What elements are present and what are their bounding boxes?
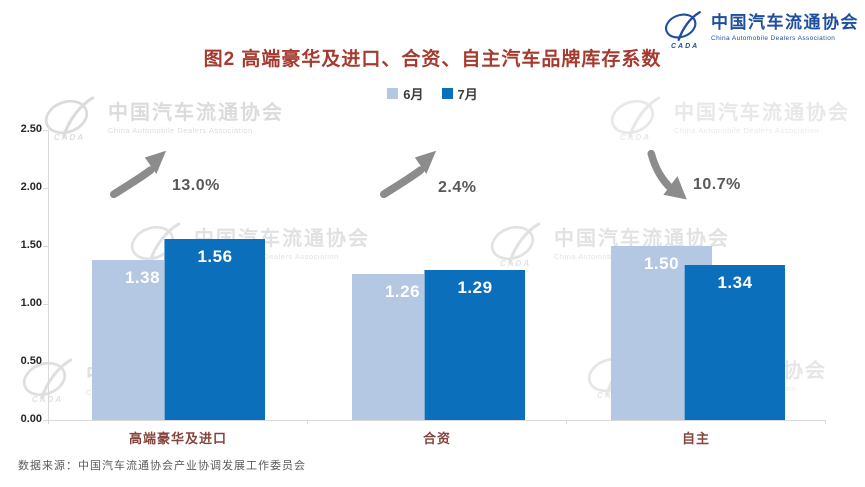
y-tick [43, 246, 48, 247]
watermark-swoosh-icon: CADA [488, 222, 546, 268]
watermark-abbr: CADA [54, 133, 86, 142]
org-logo: CADA 中国汽车流通协会 China Automobile Dealers A… [663, 10, 859, 50]
watermark-zh: 中国汽车流通协会 [108, 102, 284, 124]
bar-value-label: 1.29 [457, 278, 493, 297]
logo-org-name-en: China Automobile Dealers Association [711, 34, 836, 42]
legend-swatch-june [387, 88, 399, 99]
legend-label-june: 6月 [403, 87, 424, 102]
change-pct-luxury-import: 13.0% [172, 177, 220, 194]
legend-label-july: 7月 [457, 87, 478, 102]
logo-text: 中国汽车流通协会 China Automobile Dealers Associ… [711, 10, 859, 42]
legend-item-july: 7月 [441, 84, 478, 103]
chart-legend: 6月 7月 [0, 84, 865, 103]
logo-org-name-zh: 中国汽车流通协会 [711, 13, 859, 32]
data-source-note: 数据来源：中国汽车流通协会产业协调发展工作委员会 [18, 460, 306, 472]
y-tick-label: 2.50 [20, 123, 42, 135]
bar-july-domestic: 1.34 [684, 265, 785, 420]
y-tick [43, 304, 48, 305]
y-tick [43, 130, 48, 131]
bar-value-label: 1.50 [643, 254, 680, 273]
legend-item-june: 6月 [387, 84, 424, 103]
change-pct-domestic: 10.7% [693, 176, 741, 193]
up-arrow-icon [110, 148, 168, 203]
change-pct-joint-venture: 2.4% [438, 179, 477, 196]
bar-july-joint-venture: 1.29 [424, 270, 525, 420]
y-tick [43, 420, 48, 421]
watermark-en: China Automobile Dealers Association [674, 126, 819, 135]
category-label-joint-venture: 合资 [422, 431, 452, 446]
y-tick [43, 362, 48, 363]
y-tick-label: 1.50 [20, 239, 42, 251]
category-label-luxury-import: 高端豪华及进口 [128, 431, 228, 446]
y-axis-line [48, 130, 49, 420]
bar-value-label: 1.34 [717, 273, 753, 292]
watermark-zh: 中国汽车流通协会 [674, 102, 850, 124]
chart-title: 图2 高端豪华及进口、合资、自主汽车品牌库存系数 [203, 49, 662, 70]
down-arrow-icon [640, 149, 698, 209]
y-tick-label: 2.00 [20, 181, 42, 193]
bar-value-label: 1.56 [197, 247, 233, 266]
bar-value-label: 1.38 [124, 268, 161, 287]
legend-swatch-july [441, 88, 453, 99]
x-tick [566, 420, 567, 424]
y-tick [43, 188, 48, 189]
x-tick [48, 420, 49, 424]
y-tick-label: 0.50 [20, 355, 42, 367]
watermark-en: China Automobile Dealers Association [108, 126, 253, 135]
cada-swoosh-icon: CADA [663, 10, 705, 50]
logo-abbr-text: CADA [671, 43, 700, 50]
x-axis-line [48, 420, 825, 421]
y-tick-label: 1.00 [20, 297, 42, 309]
x-tick [825, 420, 826, 424]
watermark-abbr: CADA [620, 133, 652, 142]
up-arrow-icon [380, 148, 438, 203]
watermark-abbr: CADA [500, 259, 532, 268]
y-tick-label: 0.00 [20, 413, 42, 425]
x-tick [307, 420, 308, 424]
category-label-domestic: 自主 [681, 431, 711, 446]
bar-july-luxury-import: 1.56 [164, 239, 265, 420]
bar-value-label: 1.26 [384, 282, 421, 301]
